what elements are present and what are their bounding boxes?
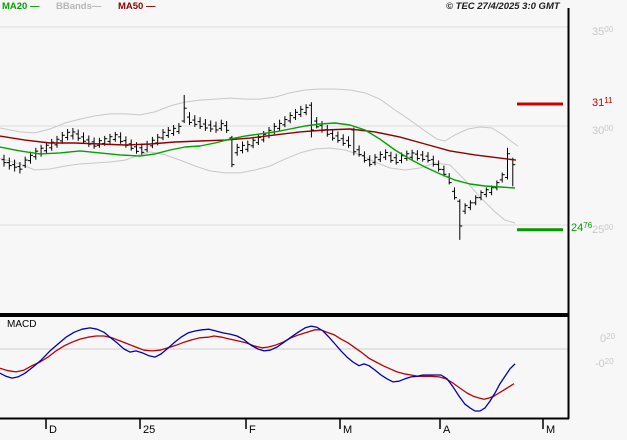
last-price-label: 3111 [592, 96, 613, 109]
price-axis-label-30: 3000 [592, 124, 614, 137]
x-axis-label-may: M [546, 424, 556, 436]
x-axis-label-mar: M [343, 424, 353, 436]
legend-item-ma20: MA20 — [2, 1, 39, 12]
copyright-label: © TEC 27/4/2025 3:0 GMT [446, 1, 560, 12]
legend-label-bbands: BBands [56, 1, 92, 12]
support-level-label: 2476 [571, 221, 593, 234]
x-axis-label-dec: D [49, 424, 57, 436]
legend-dash-ma50: — [145, 1, 156, 12]
price-axis-label-25: 2500 [592, 223, 614, 236]
legend-item-ma50: MA50 — [118, 1, 155, 12]
legend-label-ma50: MA50 [118, 1, 144, 12]
macd-axis-label-neg: -020 [595, 357, 614, 370]
legend-dash-bbands: — [91, 1, 102, 12]
macd-axis-label-pos: 020 [600, 332, 616, 345]
legend-label-ma20: MA20 [2, 1, 28, 12]
x-axis-label-jan25: 25 [143, 424, 156, 436]
x-axis-label-feb: F [249, 424, 256, 436]
x-axis-label-apr: A [443, 424, 451, 436]
legend-item-bbands: BBands— [56, 1, 101, 12]
price-axis-label-35: 3500 [592, 25, 614, 38]
legend-dash-ma20: — [29, 1, 40, 12]
macd-panel-title: MACD [7, 319, 37, 330]
